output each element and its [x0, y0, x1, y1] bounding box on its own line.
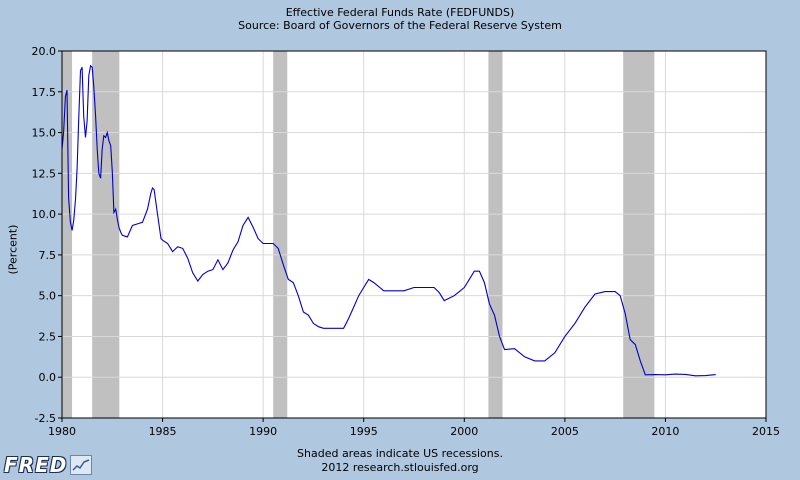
recession-bands — [62, 51, 655, 418]
x-tick-label: 1980 — [48, 425, 76, 438]
chart-title: Effective Federal Funds Rate (FEDFUNDS) — [285, 6, 515, 19]
recession-note: Shaded areas indicate US recessions. — [297, 447, 503, 460]
y-tick-label: 15.0 — [32, 127, 57, 140]
recession-band — [62, 51, 73, 418]
y-axis-ticks: -2.5 0.0 2.5 5.0 7.5 10.0 12.5 15.0 17.5 20.0 — [32, 45, 62, 425]
series-layer — [61, 64, 716, 377]
y-axis-label: (Percent) — [6, 224, 20, 275]
plot-background — [62, 51, 766, 418]
y-tick-label: 10.0 — [32, 208, 57, 221]
y-tick-label: -2.5 — [35, 412, 56, 425]
x-axis-ticks: 1980 1985 1990 1995 2000 2005 2010 2015 — [48, 418, 780, 438]
y-tick-label: 7.5 — [39, 249, 57, 262]
fred-logo[interactable]: FRED — [4, 453, 93, 477]
plot-frame — [61, 50, 767, 419]
series-line — [61, 64, 716, 377]
x-tick-label: 1985 — [149, 425, 177, 438]
source-credit: 2012 research.stlouisfed.org — [321, 461, 479, 474]
mini-chart-icon — [70, 455, 93, 475]
x-tick-label: 2010 — [651, 425, 679, 438]
chart-subtitle: Source: Board of Governors of the Federa… — [238, 19, 562, 32]
recession-band — [92, 51, 120, 418]
y-tick-label: 2.5 — [39, 330, 57, 343]
recession-band — [623, 51, 655, 418]
x-tick-label: 2005 — [551, 425, 579, 438]
y-tick-label: 17.5 — [32, 86, 57, 99]
x-tick-label: 2000 — [450, 425, 478, 438]
y-tick-label: 20.0 — [32, 45, 57, 58]
y-tick-label: 12.5 — [32, 167, 57, 180]
x-tick-label: 2015 — [752, 425, 780, 438]
recession-band — [488, 51, 503, 418]
recession-band — [273, 51, 288, 418]
y-tick-label: 5.0 — [39, 290, 57, 303]
fred-logo-text: FRED — [4, 453, 68, 477]
y-tick-label: 0.0 — [39, 371, 57, 384]
x-tick-label: 1990 — [249, 425, 277, 438]
x-tick-label: 1995 — [350, 425, 378, 438]
